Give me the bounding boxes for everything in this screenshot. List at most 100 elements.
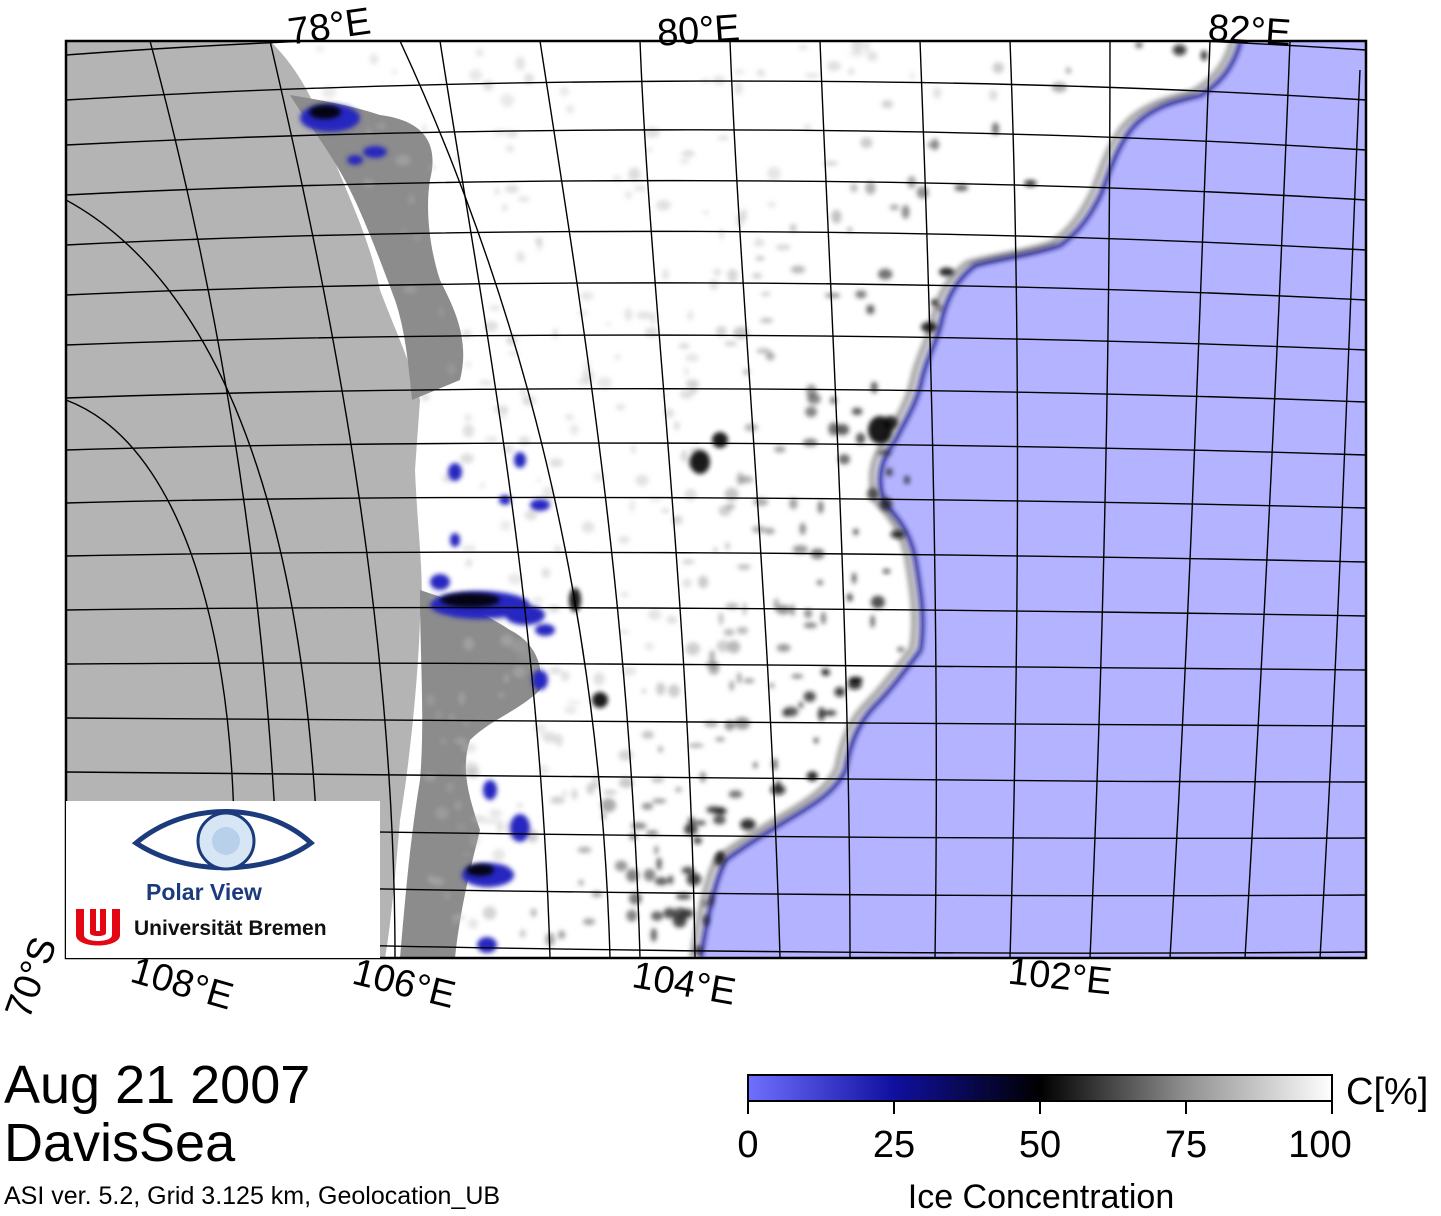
ice-floe	[517, 196, 530, 202]
ice-floe	[773, 598, 780, 611]
ice-floe	[818, 707, 825, 721]
ice-floe	[530, 908, 537, 918]
ice-floe	[482, 906, 497, 920]
ice-floe	[564, 414, 574, 420]
ice-floe	[790, 604, 795, 617]
ice-floe	[427, 165, 437, 170]
ice-floe	[471, 815, 487, 824]
ice-floe	[769, 683, 774, 689]
ice-floe	[465, 558, 473, 568]
ice-floe	[937, 305, 942, 311]
ice-floe	[434, 710, 443, 721]
ice-floe	[755, 255, 765, 261]
ice-floe	[713, 268, 722, 276]
ice-floe	[582, 369, 595, 383]
ice-floe	[776, 779, 781, 792]
university-emblem-icon	[70, 905, 126, 955]
ice-floe	[500, 634, 514, 647]
ice-floe	[687, 309, 694, 321]
ice-floe	[462, 423, 475, 438]
ice-floe	[468, 766, 481, 779]
ice-floe	[663, 907, 676, 919]
ice-floe	[756, 348, 771, 354]
ice-floe	[804, 608, 813, 619]
ice-floe	[890, 530, 906, 539]
ice-floe	[679, 159, 690, 164]
ice-floe	[715, 737, 725, 742]
ice-floe	[492, 848, 506, 862]
ice-floe	[827, 61, 841, 72]
ice-floe	[849, 50, 865, 57]
ice-floe	[478, 379, 493, 386]
ice-floe	[614, 354, 621, 361]
ice-floe	[776, 604, 791, 615]
ice-floe	[847, 596, 853, 601]
ice-floe	[709, 279, 719, 290]
ice-floe	[600, 798, 617, 813]
ice-floe	[626, 868, 639, 883]
ice-floe	[567, 700, 582, 705]
ice-floe	[505, 145, 515, 153]
ice-floe	[586, 782, 595, 795]
ice-floe	[825, 293, 841, 298]
ice-floe	[932, 86, 942, 99]
ice-floe	[644, 642, 655, 650]
ice-floe	[443, 893, 451, 899]
ice-floe	[624, 191, 633, 199]
ice-floe	[527, 664, 543, 671]
ice-floe	[991, 122, 1000, 136]
ice-floe	[765, 351, 775, 361]
ice-floe	[713, 815, 726, 825]
ice-floe	[543, 731, 557, 744]
colorbar-title: Ice Concentration	[907, 1178, 1175, 1216]
ice-floe	[753, 498, 769, 506]
ice-floe	[718, 806, 724, 815]
ice-floe	[767, 201, 777, 208]
ice-floe	[580, 291, 594, 301]
ice-floe	[820, 611, 827, 625]
ice-floe	[685, 379, 700, 389]
open-water-area	[700, 41, 1366, 958]
ice-floe	[790, 265, 806, 274]
ice-floe	[847, 68, 855, 75]
ice-floe	[831, 209, 842, 224]
logo-polar-view: Polar View	[146, 879, 262, 905]
ice-floe	[440, 738, 447, 745]
ice-floe	[806, 771, 818, 782]
ice-floe	[493, 405, 509, 414]
ice-floe	[626, 909, 638, 922]
ice-floe	[885, 467, 893, 477]
ice-floe	[602, 789, 618, 796]
ice-floe	[838, 454, 850, 465]
ice-floe	[767, 166, 781, 181]
ice-floe	[744, 423, 758, 432]
ice-floe	[557, 930, 566, 940]
ice-floe	[681, 450, 688, 463]
ice-floe	[789, 497, 798, 510]
ice-floe	[850, 183, 858, 193]
ice-floe	[645, 830, 659, 836]
ice-floe	[593, 672, 605, 686]
ice-floe	[927, 140, 940, 149]
ice-floe	[521, 648, 533, 661]
ice-floe	[776, 643, 791, 652]
ice-floe	[484, 437, 499, 442]
ice-floe	[507, 573, 523, 585]
ice-floe	[554, 733, 564, 747]
ice-floe	[460, 453, 474, 464]
ice-floe	[553, 545, 562, 553]
ice-floe	[753, 761, 758, 769]
ice-floe	[855, 290, 867, 299]
ice-floe	[835, 424, 850, 436]
ice-floe	[395, 154, 411, 166]
ice-floe	[674, 421, 680, 431]
lon-label-82e: 82°E	[1206, 7, 1293, 55]
ice-floe	[426, 694, 435, 707]
ice-floe	[877, 450, 892, 456]
ice-floe	[656, 199, 671, 211]
ice-floe	[782, 709, 791, 717]
map-date: Aug 21 2007	[4, 1055, 311, 1115]
ice-floe	[715, 326, 727, 337]
ice-floe	[511, 639, 527, 653]
